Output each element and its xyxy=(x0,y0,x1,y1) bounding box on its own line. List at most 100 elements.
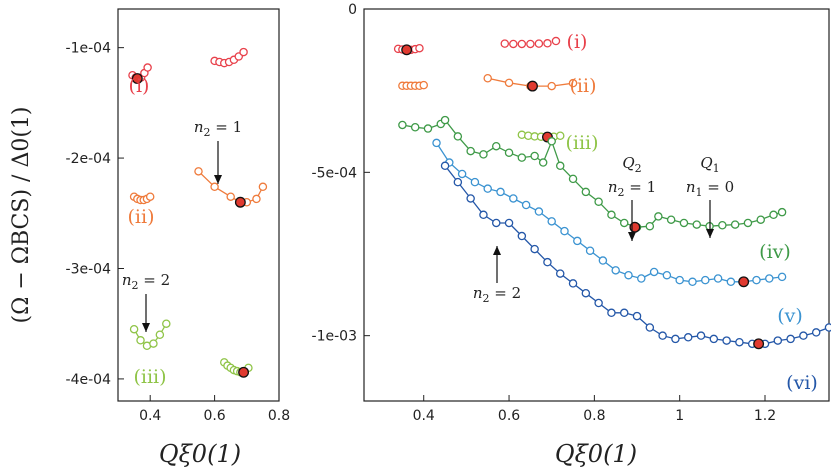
right-x-axis-title: Qξ0(1) xyxy=(555,440,637,468)
right-point-iv xyxy=(756,215,765,224)
right-point-iv xyxy=(594,197,603,206)
right-series-iii xyxy=(517,130,565,143)
right-point-vi xyxy=(504,218,514,228)
right-point-v xyxy=(521,200,531,210)
right-point-vi xyxy=(645,323,655,332)
right-point-iv xyxy=(666,215,676,224)
right-annotation-label-2: n2 = 1 xyxy=(608,178,656,199)
right-point-ii xyxy=(419,80,428,90)
left-point-iii xyxy=(149,339,158,348)
right-point-vi xyxy=(671,334,680,344)
right-series-line-v xyxy=(435,142,783,283)
right-point-iii xyxy=(555,131,565,140)
right-point-v xyxy=(573,236,582,246)
right-point-v xyxy=(509,194,518,203)
right-point-iv xyxy=(568,174,578,184)
right-panel: 0.4 0.6 0.8 1 1.2 0 -5e-04 -1e-03 (i) (ii) (iii) (… xyxy=(312,2,831,468)
left-x-tick-label: 0.8 xyxy=(268,408,290,424)
right-y-tick-label: 0 xyxy=(348,2,357,18)
right-point-iv xyxy=(423,124,433,133)
left-annotation-label: n2 = 2 xyxy=(122,271,170,292)
right-point-iv xyxy=(777,207,787,217)
left-x-tick-label: 0.4 xyxy=(139,408,161,424)
right-x-tick-label: 0.4 xyxy=(413,408,435,424)
right-annotation-label-2: n1 = 0 xyxy=(686,178,734,199)
right-point-i xyxy=(500,39,510,48)
right-point-ii xyxy=(547,81,556,91)
left-highlight-point-i xyxy=(131,73,143,85)
right-series-i xyxy=(393,36,561,56)
left-point-i xyxy=(143,63,152,72)
left-point-iii xyxy=(162,319,171,328)
right-series-iv xyxy=(398,115,787,233)
right-point-i xyxy=(543,39,552,48)
right-point-v xyxy=(662,270,672,280)
right-point-iv xyxy=(453,132,463,141)
right-y-tick-label: -5e-04 xyxy=(312,165,358,181)
left-series-i xyxy=(128,47,248,85)
right-series-label-vi: (vi) xyxy=(786,372,818,394)
right-point-v xyxy=(726,277,736,287)
right-point-i xyxy=(551,36,561,46)
right-point-vi xyxy=(658,331,667,340)
left-panel: 0.4 0.6 0.8 -1e-04 -2e-04 -3e-04 -4e-04 (i) (ii… xyxy=(66,8,290,468)
right-point-iv xyxy=(538,158,548,167)
right-point-vi xyxy=(479,210,488,220)
right-point-v xyxy=(637,274,646,283)
right-point-vi xyxy=(607,308,616,318)
right-annotation-arrowhead xyxy=(493,246,501,255)
right-point-i xyxy=(534,39,544,48)
right-point-iv xyxy=(491,141,501,151)
right-point-v xyxy=(496,187,505,197)
left-series-ii xyxy=(194,167,268,208)
right-panel-frame xyxy=(363,8,830,402)
right-point-iv xyxy=(504,148,514,157)
right-point-v xyxy=(560,226,569,236)
left-series-iii xyxy=(220,358,253,378)
right-point-vi xyxy=(594,298,603,308)
right-point-i xyxy=(509,39,518,49)
right-point-iv xyxy=(410,123,420,132)
right-point-v xyxy=(547,217,556,226)
right-point-vi xyxy=(735,337,744,347)
right-point-v xyxy=(611,266,620,275)
right-point-iv xyxy=(530,151,539,161)
right-series-label-i: (i) xyxy=(567,31,588,53)
right-point-vi xyxy=(517,231,527,241)
right-highlight-point-i xyxy=(401,44,413,56)
left-annotation-arrowhead xyxy=(142,323,150,332)
left-annotation-arrowhead xyxy=(214,175,222,184)
right-point-iv xyxy=(547,137,556,146)
left-annotation-label: n2 = 1 xyxy=(194,118,242,139)
left-point-iii xyxy=(136,336,145,345)
right-point-vi xyxy=(683,333,693,342)
right-series-label-ii: (ii) xyxy=(570,75,597,97)
right-point-vi xyxy=(799,331,808,340)
left-y-tick-label: -1e-04 xyxy=(66,41,112,57)
left-x-axis-title: Qξ0(1) xyxy=(159,440,241,468)
right-point-v xyxy=(701,275,710,285)
right-point-v xyxy=(457,169,467,179)
right-point-vi xyxy=(543,257,552,267)
right-point-v xyxy=(688,277,697,287)
right-point-v xyxy=(624,270,633,280)
right-point-iv xyxy=(743,218,753,228)
left-panel-frame xyxy=(117,8,280,402)
right-annotation-label: Q2 xyxy=(622,154,641,175)
right-annotation-arrowhead xyxy=(628,232,636,241)
right-point-vi xyxy=(581,288,591,298)
right-highlight-point-v xyxy=(738,276,750,288)
left-series-iii xyxy=(129,319,171,351)
left-series-label-ii: (ii) xyxy=(128,206,155,228)
right-series-label-iii: (iii) xyxy=(565,132,598,154)
right-point-ii xyxy=(483,74,492,83)
right-series-ii xyxy=(398,80,428,91)
left-point-i xyxy=(239,47,248,57)
right-highlight-point-ii xyxy=(527,80,538,92)
right-point-vi xyxy=(619,308,629,318)
right-x-tick-label: 0.8 xyxy=(583,408,605,424)
right-point-iv xyxy=(769,210,778,220)
right-point-v xyxy=(752,275,761,285)
right-point-vi xyxy=(440,161,450,171)
